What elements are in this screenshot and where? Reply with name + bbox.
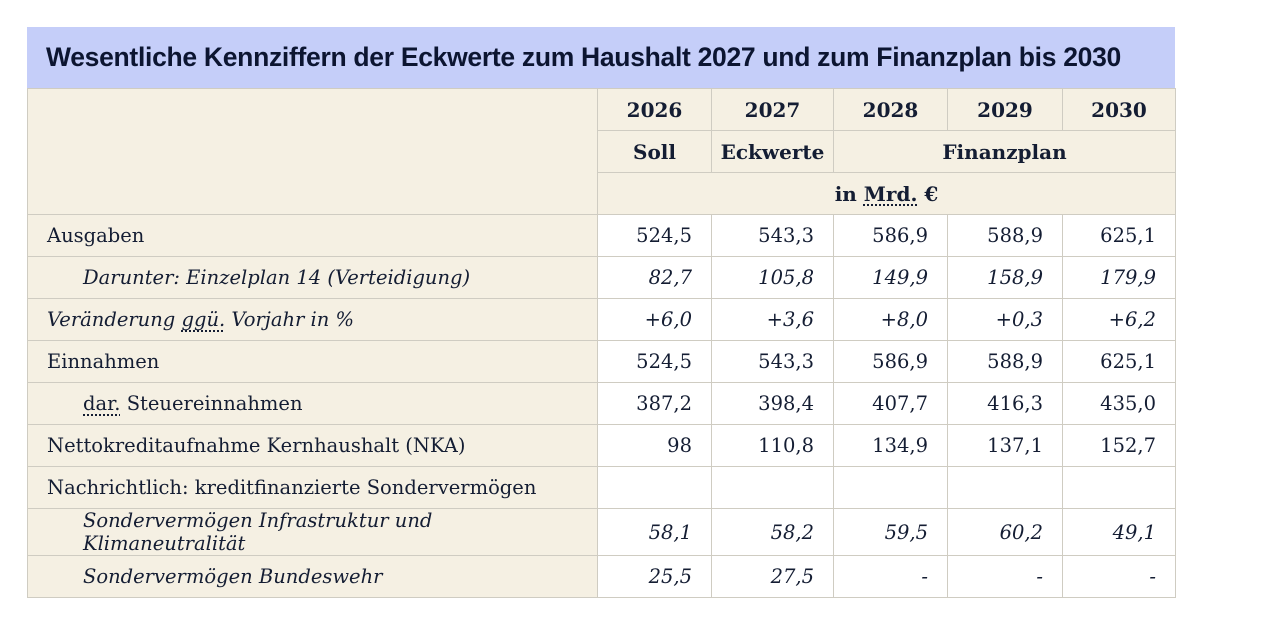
- abbreviation: dar.: [83, 392, 121, 415]
- row-label: Darunter: Einzelplan 14 (Verteidigung): [27, 256, 598, 299]
- label-text: Nachrichtlich: kreditfinanzierte Sonderv…: [47, 476, 537, 499]
- cell-einnahmen-2028: 586,9: [833, 340, 948, 383]
- cell-sondervermoegen-infrastruktur-klimaneutralitaet-2029: 60,2: [947, 508, 1063, 556]
- label-text: Veränderung: [47, 308, 182, 331]
- abbreviation: Mrd.: [863, 181, 918, 206]
- year-header-2030: 2030: [1062, 88, 1176, 131]
- cell-sondervermoegen-bundeswehr-2030: -: [1062, 555, 1176, 598]
- row-label: Veränderung ggü. Vorjahr in %: [27, 298, 598, 341]
- cell-nachrichtlich-kreditfinanzierte-sondervermoegen-2028: [833, 466, 948, 509]
- cell-steuereinnahmen-2030: 435,0: [1062, 382, 1176, 425]
- title-bar: Wesentliche Kennziffern der Eckwerte zum…: [27, 27, 1175, 88]
- row-label: Ausgaben: [27, 214, 598, 257]
- cell-sondervermoegen-bundeswehr-2026: 25,5: [597, 555, 712, 598]
- row-label: dar. Steuereinnahmen: [27, 382, 598, 425]
- cell-nettokreditaufnahme-kernhaushalt-nka-2026: 98: [597, 424, 712, 467]
- cell-nachrichtlich-kreditfinanzierte-sondervermoegen-2030: [1062, 466, 1176, 509]
- year-header-2029: 2029: [947, 88, 1063, 131]
- year-header-2027: 2027: [711, 88, 834, 131]
- cell-ausgaben-2026: 524,5: [597, 214, 712, 257]
- label-text: Vorjahr in %: [225, 308, 355, 331]
- cell-einzelplan-14-verteidigung-2029: 158,9: [947, 256, 1063, 299]
- row-einzelplan-14-verteidigung: Darunter: Einzelplan 14 (Verteidigung) 82…: [27, 256, 1176, 299]
- cell-nettokreditaufnahme-kernhaushalt-nka-2027: 110,8: [711, 424, 834, 467]
- year-header-2028: 2028: [833, 88, 948, 131]
- cell-einnahmen-2026: 524,5: [597, 340, 712, 383]
- corner-header-cell: [27, 88, 598, 215]
- row-label: Einnahmen: [27, 340, 598, 383]
- row-sondervermoegen-bundeswehr: Sondervermögen Bundeswehr 25,5 27,5- - -: [27, 555, 1176, 598]
- label-text: Ausgaben: [47, 224, 145, 247]
- budget-table-card: Wesentliche Kennziffern der Eckwerte zum…: [27, 27, 1176, 598]
- cell-veraenderung-ggue-vorjahr-2030: +6,2: [1062, 298, 1176, 341]
- page-title: Wesentliche Kennziffern der Eckwerte zum…: [46, 42, 1121, 72]
- cell-sondervermoegen-bundeswehr-2028: -: [833, 555, 948, 598]
- label-text: Sondervermögen Bundeswehr: [83, 565, 383, 588]
- label-text: Sondervermögen Infrastruktur und Klimane…: [83, 509, 433, 555]
- cell-einzelplan-14-verteidigung-2027: 105,8: [711, 256, 834, 299]
- cell-nettokreditaufnahme-kernhaushalt-nka-2029: 137,1: [947, 424, 1063, 467]
- cell-sondervermoegen-infrastruktur-klimaneutralitaet-2030: 49,1: [1062, 508, 1176, 556]
- cell-einnahmen-2027: 543,3: [711, 340, 834, 383]
- budget-table: 2026 2027 2028 2029 2030 Soll Eckwerte Finanzpl…: [27, 88, 1176, 598]
- cell-nachrichtlich-kreditfinanzierte-sondervermoegen-2027: [711, 466, 834, 509]
- header-row-unit: in Mrd. €: [28, 172, 1176, 215]
- row-steuereinnahmen: dar. Steuereinnahmen 387,2 398,4 407,7 416,3…: [27, 382, 1176, 425]
- subheader-eckwerte: Eckwerte: [711, 130, 834, 173]
- cell-sondervermoegen-infrastruktur-klimaneutralitaet-2027: 58,2: [711, 508, 834, 556]
- cell-einzelplan-14-verteidigung-2028: 149,9: [833, 256, 948, 299]
- label-text: in: [834, 181, 864, 206]
- subheader-finanzplan: Finanzplan: [833, 130, 1176, 173]
- cell-einzelplan-14-verteidigung-2026: 82,7: [597, 256, 712, 299]
- subheader-soll: Soll: [597, 130, 712, 173]
- cell-ausgaben-2030: 625,1: [1062, 214, 1176, 257]
- cell-veraenderung-ggue-vorjahr-2028: +8,0: [833, 298, 948, 341]
- cell-sondervermoegen-bundeswehr-2027: 27,5: [711, 555, 834, 598]
- label-text: €: [917, 181, 939, 206]
- row-label: Nettokreditaufnahme Kernhaushalt (NKA): [27, 424, 598, 467]
- row-ausgaben: Ausgaben 524,5 543,3 586,9 588,9 625,1: [27, 214, 1176, 257]
- cell-sondervermoegen-infrastruktur-klimaneutralitaet-2026: 58,1: [597, 508, 712, 556]
- cell-sondervermoegen-bundeswehr-2029: -: [947, 555, 1063, 598]
- cell-ausgaben-2028: 586,9: [833, 214, 948, 257]
- row-label: Sondervermögen Infrastruktur und Klimane…: [27, 508, 598, 556]
- header-row-years: 2026 2027 2028 2029 2030: [27, 88, 1176, 215]
- cell-veraenderung-ggue-vorjahr-2026: +6,0: [597, 298, 712, 341]
- row-label: Nachrichtlich: kreditfinanzierte Sonderv…: [27, 466, 598, 509]
- label-text: Einnahmen: [47, 350, 160, 373]
- label-text: Nettokreditaufnahme Kernhaushalt (NKA): [47, 434, 466, 457]
- abbreviation: ggü.: [181, 308, 226, 331]
- cell-nettokreditaufnahme-kernhaushalt-nka-2030: 152,7: [1062, 424, 1176, 467]
- cell-nachrichtlich-kreditfinanzierte-sondervermoegen-2029: [947, 466, 1063, 509]
- cell-steuereinnahmen-2029: 416,3: [947, 382, 1063, 425]
- cell-sondervermoegen-infrastruktur-klimaneutralitaet-2028: 59,5: [833, 508, 948, 556]
- row-veraenderung-ggue-vorjahr: Veränderung ggü. Vorjahr in % +6,0 +3,6 +8,…: [27, 298, 1176, 341]
- table-body: Ausgaben 524,5 543,3 586,9 588,9 625,1 Darunte…: [27, 214, 1176, 598]
- year-header-2026: 2026: [597, 88, 712, 131]
- row-nettokreditaufnahme-kernhaushalt-nka: Nettokreditaufnahme Kernhaushalt (NKA) 98…: [27, 424, 1176, 467]
- unit-header: in Mrd. €: [597, 172, 1176, 215]
- row-sondervermoegen-infrastruktur-klimaneutralitaet: Sondervermögen Infrastruktur und Klimane…: [27, 508, 1176, 556]
- cell-einzelplan-14-verteidigung-2030: 179,9: [1062, 256, 1176, 299]
- row-einnahmen: Einnahmen 524,5 543,3 586,9 588,9 625,1: [27, 340, 1176, 383]
- label-text: Darunter: Einzelplan 14 (Verteidigung): [83, 266, 471, 289]
- cell-einnahmen-2029: 588,9: [947, 340, 1063, 383]
- cell-nettokreditaufnahme-kernhaushalt-nka-2028: 134,9: [833, 424, 948, 467]
- row-nachrichtlich-kreditfinanzierte-sondervermoegen: Nachrichtlich: kreditfinanzierte Sonderv…: [27, 466, 1176, 509]
- cell-ausgaben-2029: 588,9: [947, 214, 1063, 257]
- cell-ausgaben-2027: 543,3: [711, 214, 834, 257]
- cell-steuereinnahmen-2028: 407,7: [833, 382, 948, 425]
- table-header: 2026 2027 2028 2029 2030 Soll Eckwerte Finanzpl…: [27, 88, 1176, 215]
- cell-veraenderung-ggue-vorjahr-2027: +3,6: [711, 298, 834, 341]
- cell-steuereinnahmen-2026: 387,2: [597, 382, 712, 425]
- row-label: Sondervermögen Bundeswehr: [27, 555, 598, 598]
- cell-einnahmen-2030: 625,1: [1062, 340, 1176, 383]
- cell-veraenderung-ggue-vorjahr-2029: +0,3: [947, 298, 1063, 341]
- label-text: Steuereinnahmen: [120, 392, 303, 415]
- cell-nachrichtlich-kreditfinanzierte-sondervermoegen-2026: [597, 466, 712, 509]
- cell-steuereinnahmen-2027: 398,4: [711, 382, 834, 425]
